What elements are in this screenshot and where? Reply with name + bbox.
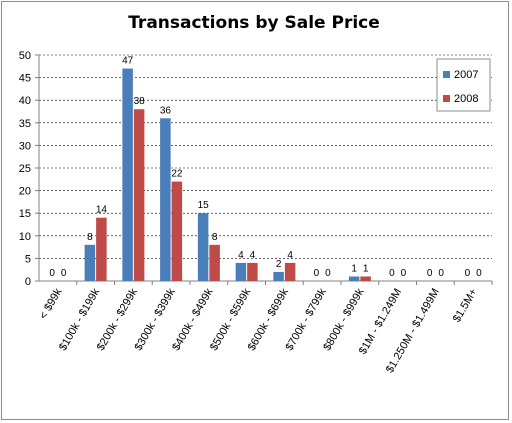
data-label-2007: 15 (198, 200, 210, 211)
bar-2007 (197, 213, 209, 281)
data-label-2007: 1 (351, 263, 357, 274)
bar-2008 (133, 109, 145, 282)
data-label-2008: 14 (96, 205, 108, 216)
y-tick-label: 15 (19, 208, 31, 220)
y-tick-label: 20 (19, 186, 31, 198)
bar-2007 (235, 262, 247, 281)
x-tick-label: $1.5M+ (451, 287, 480, 325)
data-label-2007: 8 (87, 232, 93, 243)
y-tick-label: 30 (19, 140, 31, 152)
data-label-2008: 0 (401, 268, 407, 279)
x-tick-label: $200k - $299k (95, 286, 141, 353)
data-label-2008: 4 (287, 250, 293, 261)
x-tick-label: $500k - $599k (208, 286, 254, 353)
x-tick-label: $300k - $399k (132, 286, 178, 353)
bar-2008 (284, 262, 296, 281)
legend-box (436, 58, 491, 112)
x-tick-label: $100k - $199k (57, 286, 103, 353)
bar-2008 (171, 181, 183, 281)
y-tick-label: 35 (19, 118, 31, 130)
legend-label-2008: 2008 (454, 93, 478, 105)
x-tick-label: $800k - $999k (321, 286, 367, 353)
x-axis-ticks: < $99k$100k - $199k$200k - $299k$300k - … (37, 281, 493, 375)
gridlines (39, 54, 492, 259)
y-tick-label: 45 (19, 73, 31, 85)
data-label-2008: 8 (212, 232, 218, 243)
bar-2008 (360, 276, 371, 281)
x-tick-label: < $99k (37, 286, 64, 321)
bar-2008 (247, 262, 258, 281)
y-tick-label: 25 (19, 163, 31, 175)
y-tick-label: 50 (19, 50, 31, 62)
bar-2007 (348, 276, 360, 281)
data-label-2007: 2 (276, 259, 282, 270)
data-label-2007: 0 (427, 268, 433, 279)
legend: 2007 2008 (436, 58, 491, 112)
bars (84, 68, 371, 282)
x-tick-label: $400k - $499k (170, 286, 216, 353)
data-label-2008: 1 (363, 263, 369, 274)
legend-swatch-2007 (443, 71, 450, 78)
data-label-2007: 0 (465, 268, 471, 279)
data-label-2007: 0 (314, 268, 320, 279)
data-label-2007: 0 (49, 268, 55, 279)
chart-title: Transactions by Sale Price (128, 13, 380, 33)
bar-2007 (160, 118, 171, 281)
bar-2007 (122, 68, 133, 281)
data-label-2008: 4 (250, 250, 256, 261)
bar-2007 (84, 244, 96, 281)
data-label-2008: 0 (61, 268, 67, 279)
y-tick-label: 10 (19, 231, 31, 243)
data-label-2007: 4 (238, 250, 244, 261)
data-label-2008: 22 (171, 169, 183, 180)
data-label-2008: 0 (325, 268, 331, 279)
y-tick-label: 40 (19, 95, 31, 107)
legend-label-2007: 2007 (454, 69, 478, 81)
x-tick-label: $600k - $699k (246, 286, 292, 353)
data-label-2008: 0 (438, 268, 444, 279)
x-tick-label: $700k - $799k (283, 286, 329, 353)
bar-2008 (209, 244, 220, 281)
data-label-2007: 47 (122, 56, 134, 67)
data-label-2007: 0 (389, 268, 395, 279)
y-axis-ticks: 0 5 10 15 20 25 30 35 40 45 50 (19, 50, 39, 288)
data-label-2008: 0 (476, 268, 482, 279)
y-tick-label: 5 (25, 253, 31, 265)
data-label-2007: 36 (160, 105, 172, 116)
bar-2007 (273, 271, 284, 281)
data-label-2008: 38 (134, 96, 146, 107)
legend-swatch-2008 (443, 95, 450, 102)
bar-2008 (96, 217, 107, 281)
y-tick-label: 0 (25, 276, 31, 288)
